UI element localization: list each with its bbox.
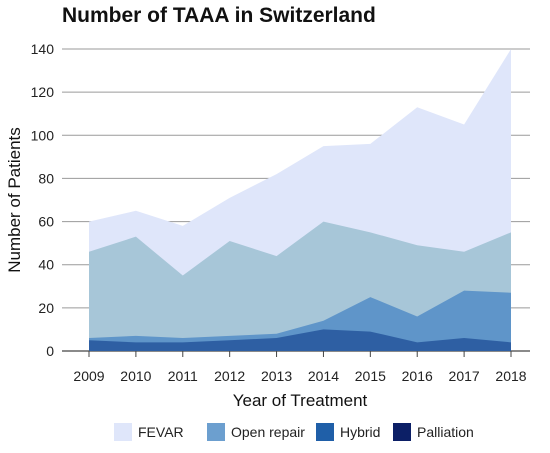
legend-swatch-hybrid (316, 423, 334, 441)
legend: FEVAR Open repair Hybrid Palliation (114, 423, 474, 441)
x-tick-2015: 2015 (355, 368, 386, 384)
area-palliation (89, 329, 511, 351)
legend-label-palliation: Palliation (417, 424, 474, 440)
x-tick-2009: 2009 (73, 368, 104, 384)
x-tick-2017: 2017 (449, 368, 480, 384)
legend-swatch-palliation (393, 423, 411, 441)
legend-swatch-fevar (114, 423, 132, 441)
x-tick-2014: 2014 (308, 368, 339, 384)
y-tick-80: 80 (38, 170, 54, 186)
x-tick-2012: 2012 (214, 368, 245, 384)
area-hybrid (89, 290, 511, 351)
x-tick-2018: 2018 (495, 368, 526, 384)
y-tick-40: 40 (38, 257, 54, 273)
y-tick-140: 140 (31, 41, 55, 57)
y-tick-20: 20 (38, 300, 54, 316)
y-axis-label: Number of Patients (5, 127, 24, 273)
y-tick-100: 100 (31, 127, 55, 143)
x-tick-2011: 2011 (168, 368, 198, 384)
y-tick-0: 0 (46, 343, 54, 359)
x-axis-label: Year of Treatment (233, 391, 368, 410)
y-tick-labels: 0 20 40 60 80 100 120 140 (31, 41, 55, 359)
x-tick-labels: 2009 2010 2011 2012 2013 2014 2015 2016 2017 2018 (73, 351, 527, 384)
chart-title: Number of TAAA in Switzerland (62, 4, 376, 27)
legend-label-open-repair: Open repair (231, 424, 305, 440)
x-tick-2016: 2016 (402, 368, 433, 384)
y-tick-120: 120 (31, 84, 55, 100)
x-tick-2013: 2013 (261, 368, 292, 384)
x-tick-2010: 2010 (120, 368, 151, 384)
legend-label-fevar: FEVAR (138, 424, 184, 440)
y-tick-60: 60 (38, 214, 54, 230)
legend-label-hybrid: Hybrid (340, 424, 380, 440)
legend-swatch-open-repair (207, 423, 225, 441)
area-series (89, 49, 511, 351)
